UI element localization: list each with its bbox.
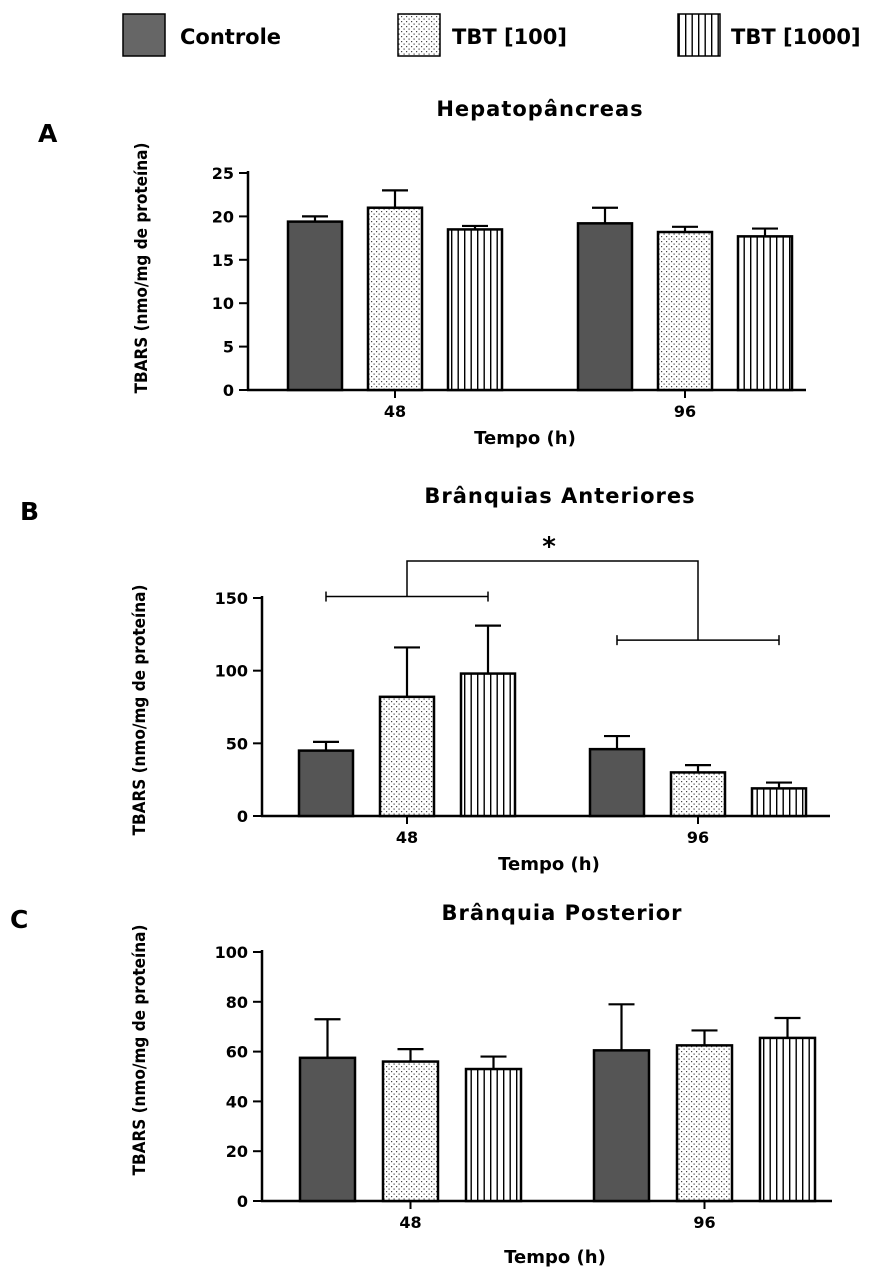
panel-b-significance-bracket: [406, 560, 699, 641]
panel-c-y-tick-label: 80: [226, 993, 248, 1012]
panel-b-bar-tbt-100-96: [669, 771, 727, 818]
panel-a-bar-tbt-100-48: [366, 206, 424, 392]
panel-c-y-tick-label: 40: [226, 1092, 248, 1111]
panel-a-bar-controle-48: [286, 220, 344, 392]
panel-c-bar-tbt-1000-96: [758, 1036, 817, 1203]
panel-b-y-tick-label: 150: [215, 589, 248, 608]
legend: Controle TBT [100] TBT [1000]: [122, 13, 861, 57]
panel-a-x-tick-label-96: 96: [674, 402, 696, 421]
legend-item-controle: Controle: [122, 13, 281, 57]
panel-a-y-tick-label: 20: [212, 207, 234, 226]
panel-b-title: Brânquias Anteriores: [424, 484, 695, 508]
panel-a-y-tick-label: 0: [223, 381, 234, 400]
panel-a-bar-controle-96: [576, 222, 634, 392]
panel-c-y-axis-label: TBARS (nmo/mg de proteína): [130, 925, 150, 1176]
panel-a-y-axis-label: TBARS (nmo/mg de proteína): [132, 143, 152, 394]
legend-swatch-tbt-100: [397, 13, 441, 57]
panel-b-x-tick-label-96: 96: [687, 828, 709, 847]
panel-a-bar-tbt-1000-48: [446, 228, 504, 392]
panel-c-y-tick-label: 0: [237, 1192, 248, 1211]
legend-swatch-controle: [122, 13, 166, 57]
panel-b-bar-controle-96: [588, 747, 646, 818]
panel-c-bar-tbt-100-96: [675, 1044, 734, 1203]
panel-a-y-tick-label: 10: [212, 294, 234, 313]
panel-a-y-tick-label: 5: [223, 338, 234, 357]
panel-b-x-tick-label-48: 48: [396, 828, 418, 847]
panel-a-y-tick-label: 25: [212, 164, 234, 183]
panel-c-x-axis-label: Tempo (h): [504, 1247, 606, 1268]
panel-a-x-axis-label: Tempo (h): [474, 428, 576, 449]
panel-c-y-tick-label: 20: [226, 1142, 248, 1161]
panel-c-x-tick-label-48: 48: [399, 1213, 421, 1232]
panel-b: B Brânquias Anteriores TBARS (nmo/mg de …: [20, 484, 830, 875]
panel-b-bar-tbt-1000-96: [750, 787, 808, 818]
panel-c-bar-tbt-1000-48: [464, 1067, 523, 1203]
panel-b-bar-tbt-100-48: [378, 695, 436, 818]
panel-a-bar-tbt-100-96: [656, 230, 714, 392]
panel-a-x-tick-label-48: 48: [384, 402, 406, 421]
panel-b-bar-tbt-1000-48: [459, 672, 517, 818]
panel-b-y-tick-label: 100: [215, 662, 248, 681]
legend-label-tbt-1000: TBT [1000]: [731, 25, 861, 49]
panel-b-y-tick-label: 0: [237, 807, 248, 826]
legend-item-tbt-1000: TBT [1000]: [677, 13, 861, 57]
panel-b-letter: B: [20, 497, 39, 526]
panel-b-significance-star: *: [542, 532, 556, 562]
panel-c-bar-tbt-100-48: [381, 1060, 440, 1203]
panel-c-y-tick-label: 100: [215, 943, 248, 962]
panel-a-title: Hepatopâncreas: [436, 97, 643, 121]
legend-swatch-tbt-1000: [677, 13, 721, 57]
panel-c-bar-controle-48: [298, 1056, 357, 1203]
legend-item-tbt-100: TBT [100]: [397, 13, 567, 57]
panel-b-x-axis-label: Tempo (h): [498, 854, 600, 875]
panel-c-title: Brânquia Posterior: [441, 901, 682, 925]
panel-a-bar-tbt-1000-96: [736, 235, 794, 392]
legend-label-controle: Controle: [180, 25, 281, 49]
panel-c-x-tick-label-96: 96: [693, 1213, 715, 1232]
panel-b-bar-controle-48: [297, 749, 355, 818]
panel-c-y-tick-label: 60: [226, 1043, 248, 1062]
panel-a-y-tick-label: 15: [212, 251, 234, 270]
panel-c-bar-controle-96: [592, 1049, 651, 1203]
panel-c: C Brânquia Posterior TBARS (nmo/mg de pr…: [10, 901, 832, 1268]
panel-a: A Hepatopâncreas TBARS (nmo/mg de proteí…: [38, 97, 806, 449]
panel-c-letter: C: [10, 905, 28, 934]
panel-b-y-tick-label: 50: [226, 734, 248, 753]
legend-label-tbt-100: TBT [100]: [452, 25, 567, 49]
panel-b-y-axis-label: TBARS (nmo/mg de proteína): [130, 585, 150, 836]
panel-a-letter: A: [38, 119, 58, 148]
